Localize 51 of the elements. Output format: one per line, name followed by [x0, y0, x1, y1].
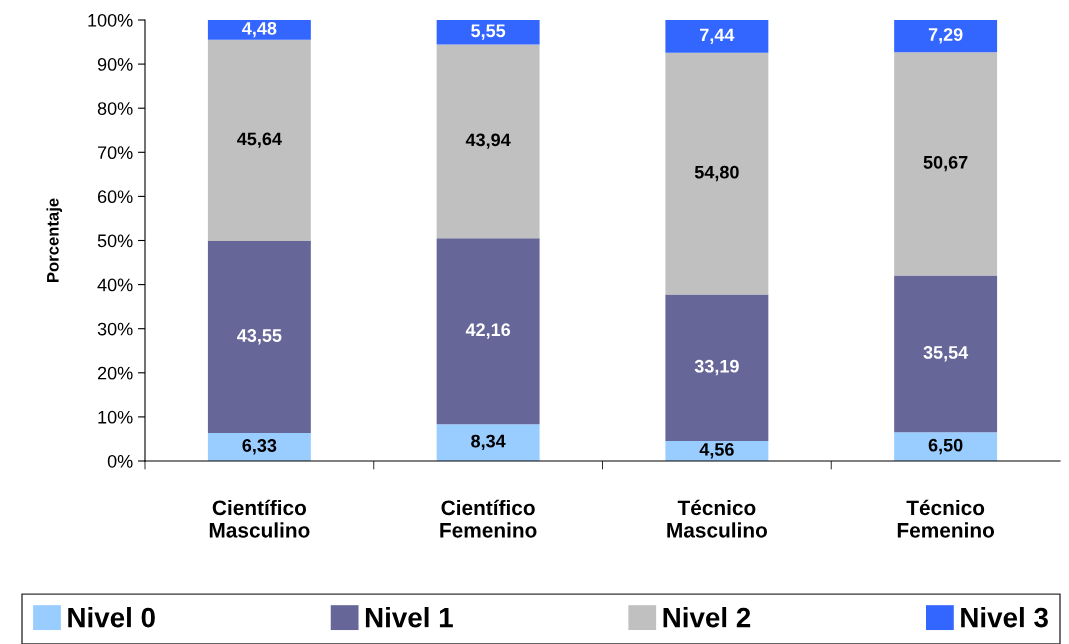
x-tick-label: Científico Femenino	[440, 499, 537, 538]
legend-label: Nivel 1	[365, 606, 453, 628]
data-label: 8,34	[471, 434, 506, 451]
y-tick-label: 60%	[97, 190, 133, 204]
y-tick-label: 20%	[97, 366, 133, 380]
data-label: 4,48	[242, 21, 277, 38]
bar	[207, 433, 311, 461]
data-label: 7,44	[700, 28, 735, 44]
legend-label: Nivel 0	[68, 606, 155, 628]
y-tick-label: 80%	[97, 102, 133, 115]
bar	[207, 241, 311, 434]
data-label: 5,55	[471, 24, 506, 40]
legend-label: Nivel 2	[663, 606, 751, 628]
bar	[894, 275, 998, 433]
y-tick-label: 30%	[97, 322, 133, 336]
y-tick-label: 10%	[98, 410, 133, 424]
bar	[665, 20, 769, 53]
bar	[894, 52, 998, 276]
data-label: 43,94	[465, 133, 511, 149]
bar	[436, 44, 540, 239]
y-tick-label: 50%	[97, 234, 133, 248]
data-label: 35,54	[923, 346, 969, 362]
x-tick-label: Técnico Masculino	[667, 499, 767, 538]
data-label: 6,33	[242, 439, 277, 455]
data-label: 33,19	[694, 359, 739, 376]
data-label: 4,56	[699, 443, 734, 459]
y-axis-title: Porcentaje	[46, 198, 63, 282]
x-tick-label: Científico Masculino	[209, 499, 310, 538]
y-tick-label: 90%	[97, 58, 133, 71]
data-label: 50,67	[923, 155, 968, 172]
y-tick-label: 100%	[88, 13, 133, 27]
data-label: 54,80	[694, 165, 739, 182]
data-label: 6,50	[928, 438, 963, 455]
bar	[665, 52, 769, 295]
bar	[894, 20, 998, 53]
y-tick-label: 0%	[107, 454, 133, 468]
data-label: 43,55	[237, 329, 282, 345]
bar	[207, 39, 311, 242]
y-tick-label: 40%	[97, 278, 133, 292]
bar	[207, 20, 311, 40]
legend-label: Nivel 3	[961, 606, 1048, 628]
y-tick-label: 70%	[97, 146, 133, 160]
data-label: 42,16	[465, 323, 511, 339]
bar	[436, 20, 540, 45]
bar	[436, 424, 540, 461]
bar	[665, 294, 769, 441]
data-label: 7,29	[928, 28, 963, 44]
bar	[436, 238, 540, 425]
x-tick-label: Técnico Femenino	[897, 499, 995, 538]
data-label: 45,64	[237, 132, 282, 148]
bar	[894, 432, 998, 461]
